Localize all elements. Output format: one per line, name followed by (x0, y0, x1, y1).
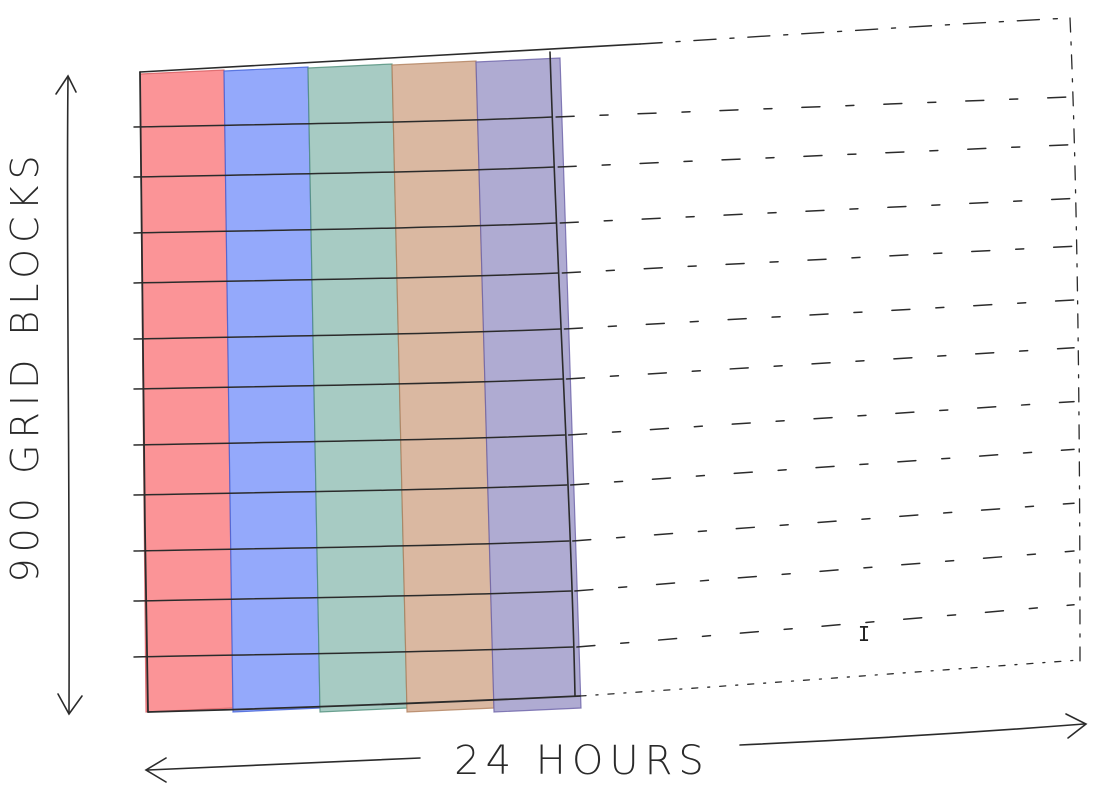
horizontal-arrow-head-left (144, 757, 167, 783)
hour-column (139, 69, 234, 713)
horizontal-arrow (144, 713, 1088, 783)
grid-left-edge (139, 71, 149, 713)
grid-outline (139, 17, 1081, 713)
horizontal-arrow-head-right (1065, 713, 1088, 739)
horizontal-arrow-shaft-left (147, 757, 421, 771)
x-axis-label: 24 HOURS (454, 738, 710, 784)
grid-row-line (133, 590, 572, 602)
grid-row-line (133, 434, 566, 446)
grid-row-line (133, 328, 562, 340)
grid-row-dashes (559, 197, 1075, 224)
grid-row-dashes (567, 400, 1075, 436)
hour-column (223, 66, 321, 713)
horizontal-arrow-shaft-right (739, 723, 1085, 746)
grid-top-edge-dashed (639, 17, 1071, 45)
y-axis-label: 900 GRID BLOCKS (3, 149, 47, 582)
grid-row-line (133, 222, 557, 234)
grid-row-line (133, 166, 555, 178)
hour-columns (139, 57, 582, 713)
hour-column (475, 57, 582, 713)
grid-bottom-edge-dashed (579, 659, 1081, 697)
grid-row-dashes (576, 604, 1075, 648)
text-cursor-icon: I (858, 622, 870, 646)
grid-row-dashes (569, 448, 1075, 486)
grid-row-line (133, 116, 553, 128)
vertical-arrow-shaft (66, 77, 70, 713)
vertical-arrow-head-bottom (57, 693, 83, 716)
grid-row-line (133, 484, 568, 496)
filled-section-right-edge (549, 51, 576, 697)
grid-row-dashes (557, 143, 1075, 168)
grid-right-edge-dashed (1069, 17, 1081, 663)
grid-row-line (133, 646, 574, 658)
grid-row-dashes (572, 502, 1075, 542)
grid-rows (133, 116, 574, 658)
vertical-arrow-head-top (55, 74, 77, 95)
grid-row-dashes (561, 245, 1075, 274)
grid-row-dashes (565, 347, 1075, 380)
grid-row-line (133, 378, 564, 390)
grid-bottom-edge (147, 695, 581, 713)
vertical-arrow (55, 74, 83, 716)
grid-row-line (133, 272, 560, 284)
grid-row-dashes (555, 96, 1075, 118)
grid-row-line (133, 540, 570, 552)
grid-row-continuations (555, 96, 1075, 648)
grid-row-dashes (574, 550, 1075, 592)
grid-row-dashes (563, 299, 1075, 330)
grid-top-edge (139, 43, 641, 73)
hour-column (307, 63, 408, 713)
